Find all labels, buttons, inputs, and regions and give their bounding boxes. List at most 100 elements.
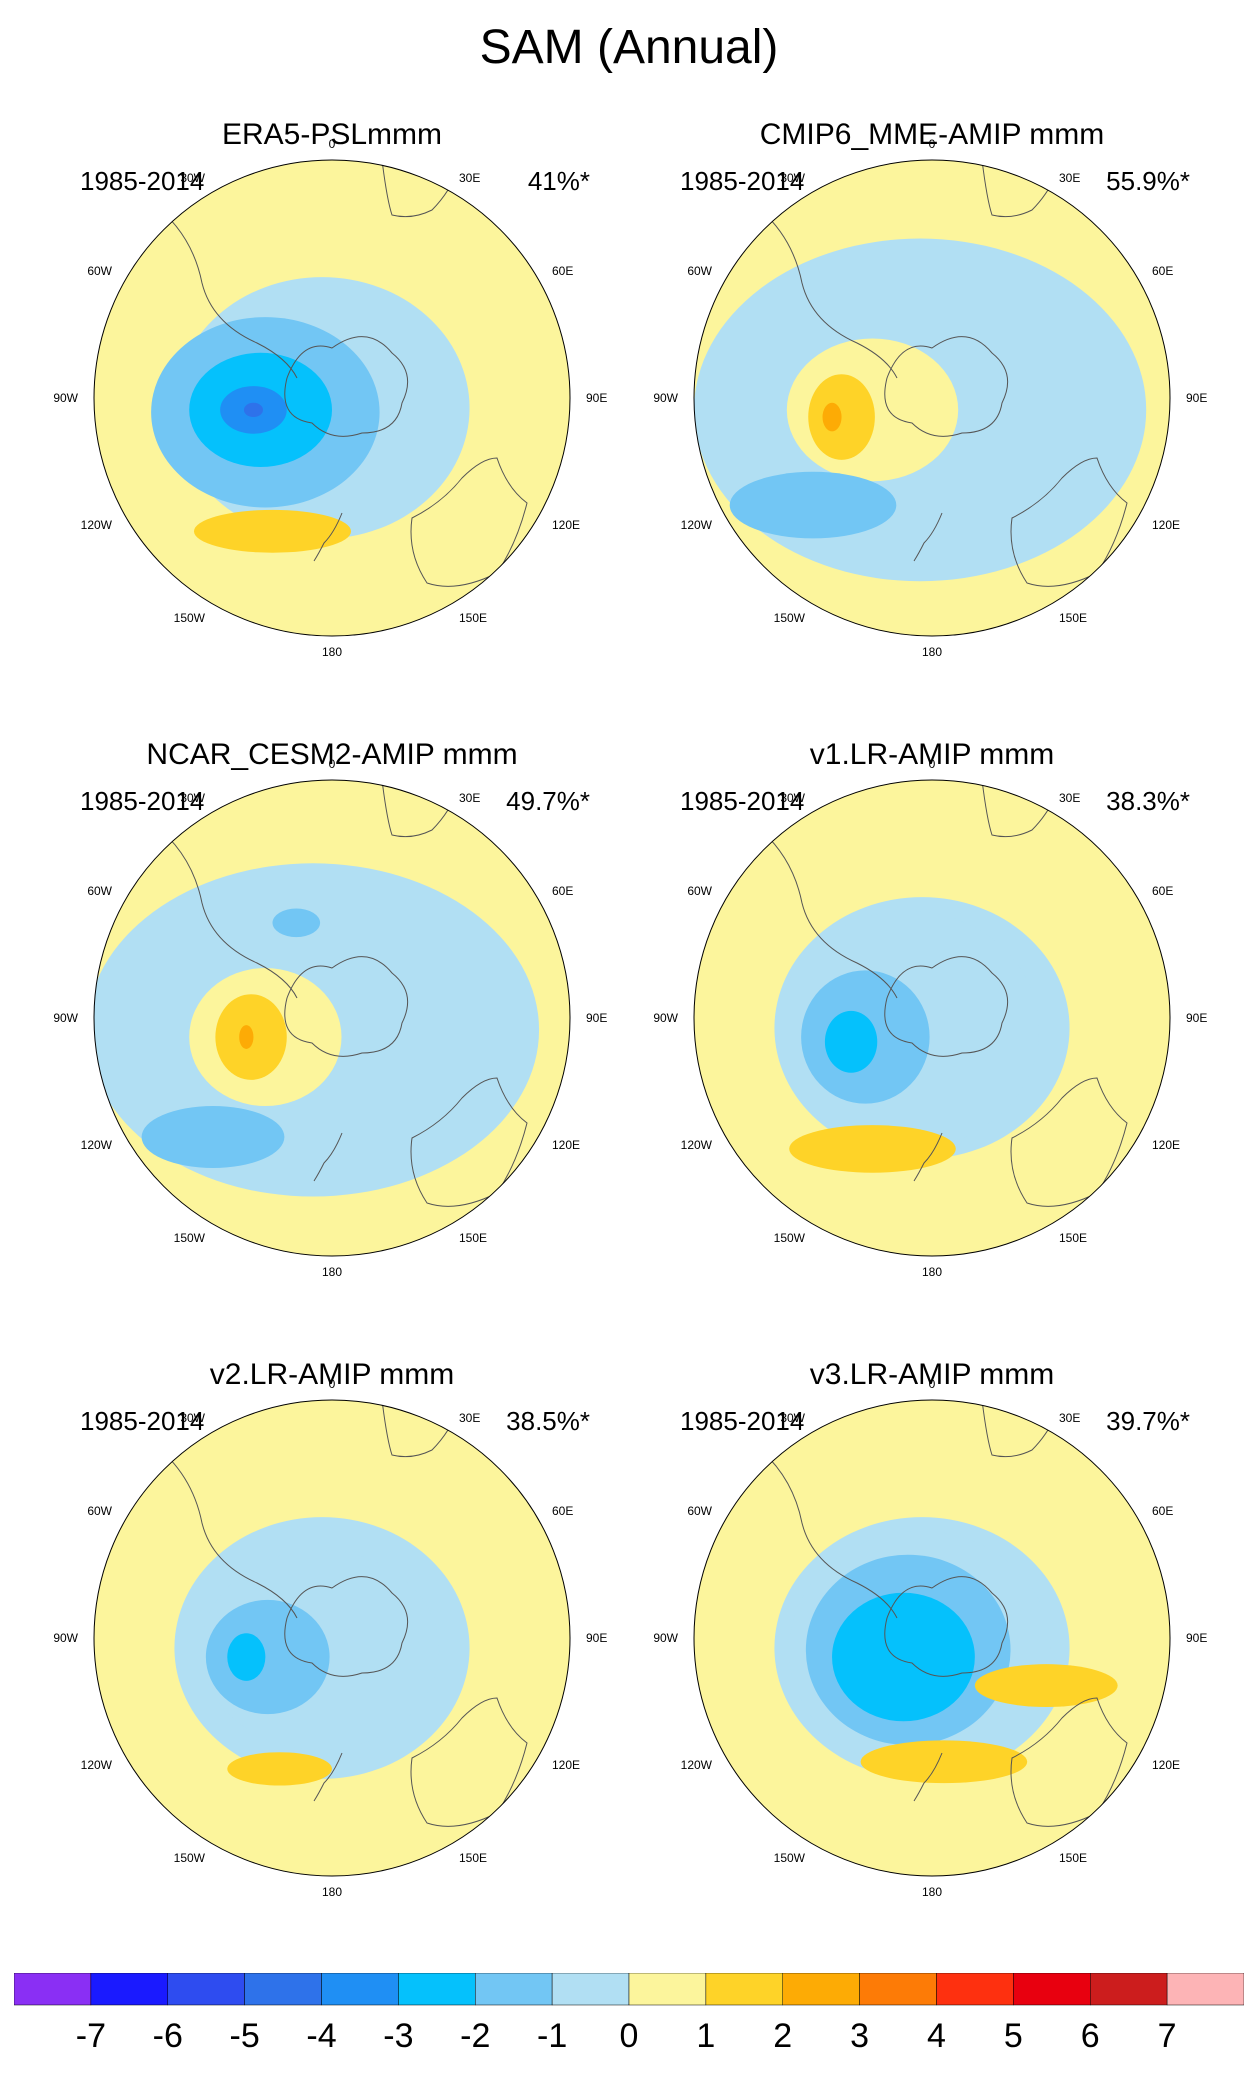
longitude-label: 60W (687, 264, 712, 278)
longitude-label: 150E (1059, 1851, 1087, 1865)
colorbar-box (705, 1973, 783, 2006)
longitude-label: 90E (1186, 391, 1207, 405)
new-zealand-coastline (313, 1132, 343, 1182)
longitude-label: 150W (174, 1231, 206, 1245)
map-field (694, 780, 1170, 1256)
map-field (94, 780, 570, 1256)
longitude-label: 30E (459, 1411, 480, 1425)
panel-period: 1985-2014 (80, 786, 205, 816)
antarctica-coastline (284, 1576, 409, 1677)
longitude-label: 120E (1152, 518, 1180, 532)
new-zealand-coastline (313, 512, 343, 562)
longitude-label: 180 (322, 1885, 342, 1899)
longitude-label: 60E (552, 264, 573, 278)
new-zealand-coastline (913, 1132, 943, 1182)
longitude-label: 30W (180, 791, 205, 805)
longitude-label: 120W (681, 1758, 713, 1772)
panel-title: v2.LR-AMIP mmm (209, 1358, 455, 1391)
longitude-label: 60W (87, 1504, 112, 1518)
contour-feature (205, 1599, 330, 1715)
longitude-label: 150W (774, 1851, 806, 1865)
colorbar-tick-label: 4 (927, 2017, 946, 2055)
south-america-coastline (151, 202, 298, 379)
south-america-coastline (751, 822, 898, 999)
panel-period: 1985-2014 (80, 1406, 205, 1436)
longitude-label: 30E (459, 171, 480, 185)
longitude-label: 120W (681, 518, 713, 532)
map-border (93, 779, 571, 1257)
colorbar-box (90, 1973, 168, 2006)
map-border (693, 159, 1171, 637)
colorbar-tick-label: 6 (1081, 2017, 1100, 2055)
colorbar-tick-label: 0 (620, 2017, 639, 2055)
longitude-label: 30W (780, 1411, 805, 1425)
colorbar-box (1166, 1973, 1244, 2006)
longitude-label: 90E (586, 1011, 607, 1025)
longitude-label: 120W (681, 1138, 713, 1152)
new-zealand-coastline (313, 1752, 343, 1802)
colorbar-tick-label: -7 (76, 2017, 106, 2055)
polar-map: 0 30E 60E 90E 120E 150E 180 150W 120W 90W 60W 30W (53, 137, 607, 659)
longitude-label: 30W (180, 171, 205, 185)
longitude-label: 60E (1152, 1504, 1173, 1518)
longitude-label: 30E (459, 791, 480, 805)
contour-feature (808, 374, 875, 460)
australia-coastline (410, 457, 528, 587)
longitude-label: 120E (552, 1138, 580, 1152)
longitude-label: 120W (81, 1758, 113, 1772)
longitude-label: 150W (774, 1231, 806, 1245)
colorbar-tick-label: -5 (230, 2017, 260, 2055)
panel-variance: 39.7%* (1106, 1406, 1190, 1436)
colorbar-box (167, 1973, 245, 2006)
longitude-label: 120E (552, 1758, 580, 1772)
longitude-label: 180 (922, 645, 942, 659)
colorbar-box (475, 1973, 553, 2006)
longitude-label: 150W (774, 611, 806, 625)
longitude-label: 30E (1059, 171, 1080, 185)
south-america-coastline (751, 202, 898, 379)
panel-5: v2.LR-AMIP mmm 1985-2014 38.5%* 0 30E 60E 9… (52, 1358, 612, 1978)
colorbar-tick-label: -2 (460, 2017, 490, 2055)
panel-variance: 41%* (527, 166, 590, 196)
colorbar-box (782, 1973, 860, 2006)
panel-period: 1985-2014 (680, 1406, 805, 1436)
longitude-label: 0 (329, 1377, 336, 1391)
longitude-label: 60E (552, 1504, 573, 1518)
panel-title: v1.LR-AMIP mmm (809, 738, 1055, 771)
colorbar-tick-label: 3 (850, 2017, 869, 2055)
longitude-label: 150E (459, 611, 487, 625)
longitude-label: 30W (780, 791, 805, 805)
antarctica-coastline (884, 956, 1009, 1057)
longitude-label: 150E (459, 1231, 487, 1245)
map-border (693, 779, 1171, 1257)
longitude-label: 90W (53, 1631, 78, 1645)
contour-feature (974, 1664, 1118, 1708)
colorbar-box (1090, 1973, 1168, 2006)
map-field (94, 1400, 570, 1876)
contour-feature (227, 1633, 266, 1681)
colorbar-tick-label: -6 (153, 2017, 183, 2055)
panel-title: NCAR_CESM2-AMIP mmm (146, 738, 518, 771)
longitude-label: 60E (1152, 884, 1173, 898)
longitude-label: 120E (1152, 1138, 1180, 1152)
longitude-label: 0 (329, 757, 336, 771)
contour-feature (860, 1740, 1028, 1784)
panel-2: CMIP6_MME-AMIP mmm 1985-2014 55.9%* 0 30E… (652, 118, 1212, 738)
longitude-label: 90W (653, 391, 678, 405)
contour-feature (789, 1125, 956, 1173)
south-america-coastline (751, 1442, 898, 1619)
map-field (694, 1400, 1170, 1876)
colorbar-box (936, 1973, 1014, 2006)
polar-map: 0 30E 60E 90E 120E 150E 180 150W 120W 90W 60W 30W (653, 757, 1207, 1279)
colorbar-tick-label: 7 (1158, 2017, 1177, 2055)
polar-map: 0 30E 60E 90E 120E 150E 180 150W 120W 90W 60W 30W (53, 757, 607, 1279)
panel-variance: 49.7%* (506, 786, 590, 816)
antarctica-coastline (284, 336, 409, 437)
new-zealand-coastline (913, 1752, 943, 1802)
polar-map: 0 30E 60E 90E 120E 150E 180 150W 120W 90W 60W 30W (653, 137, 1207, 659)
longitude-label: 120E (1152, 1758, 1180, 1772)
longitude-label: 30W (780, 171, 805, 185)
australia-coastline (1010, 1697, 1128, 1827)
australia-coastline (410, 1697, 528, 1827)
longitude-label: 150W (174, 611, 206, 625)
